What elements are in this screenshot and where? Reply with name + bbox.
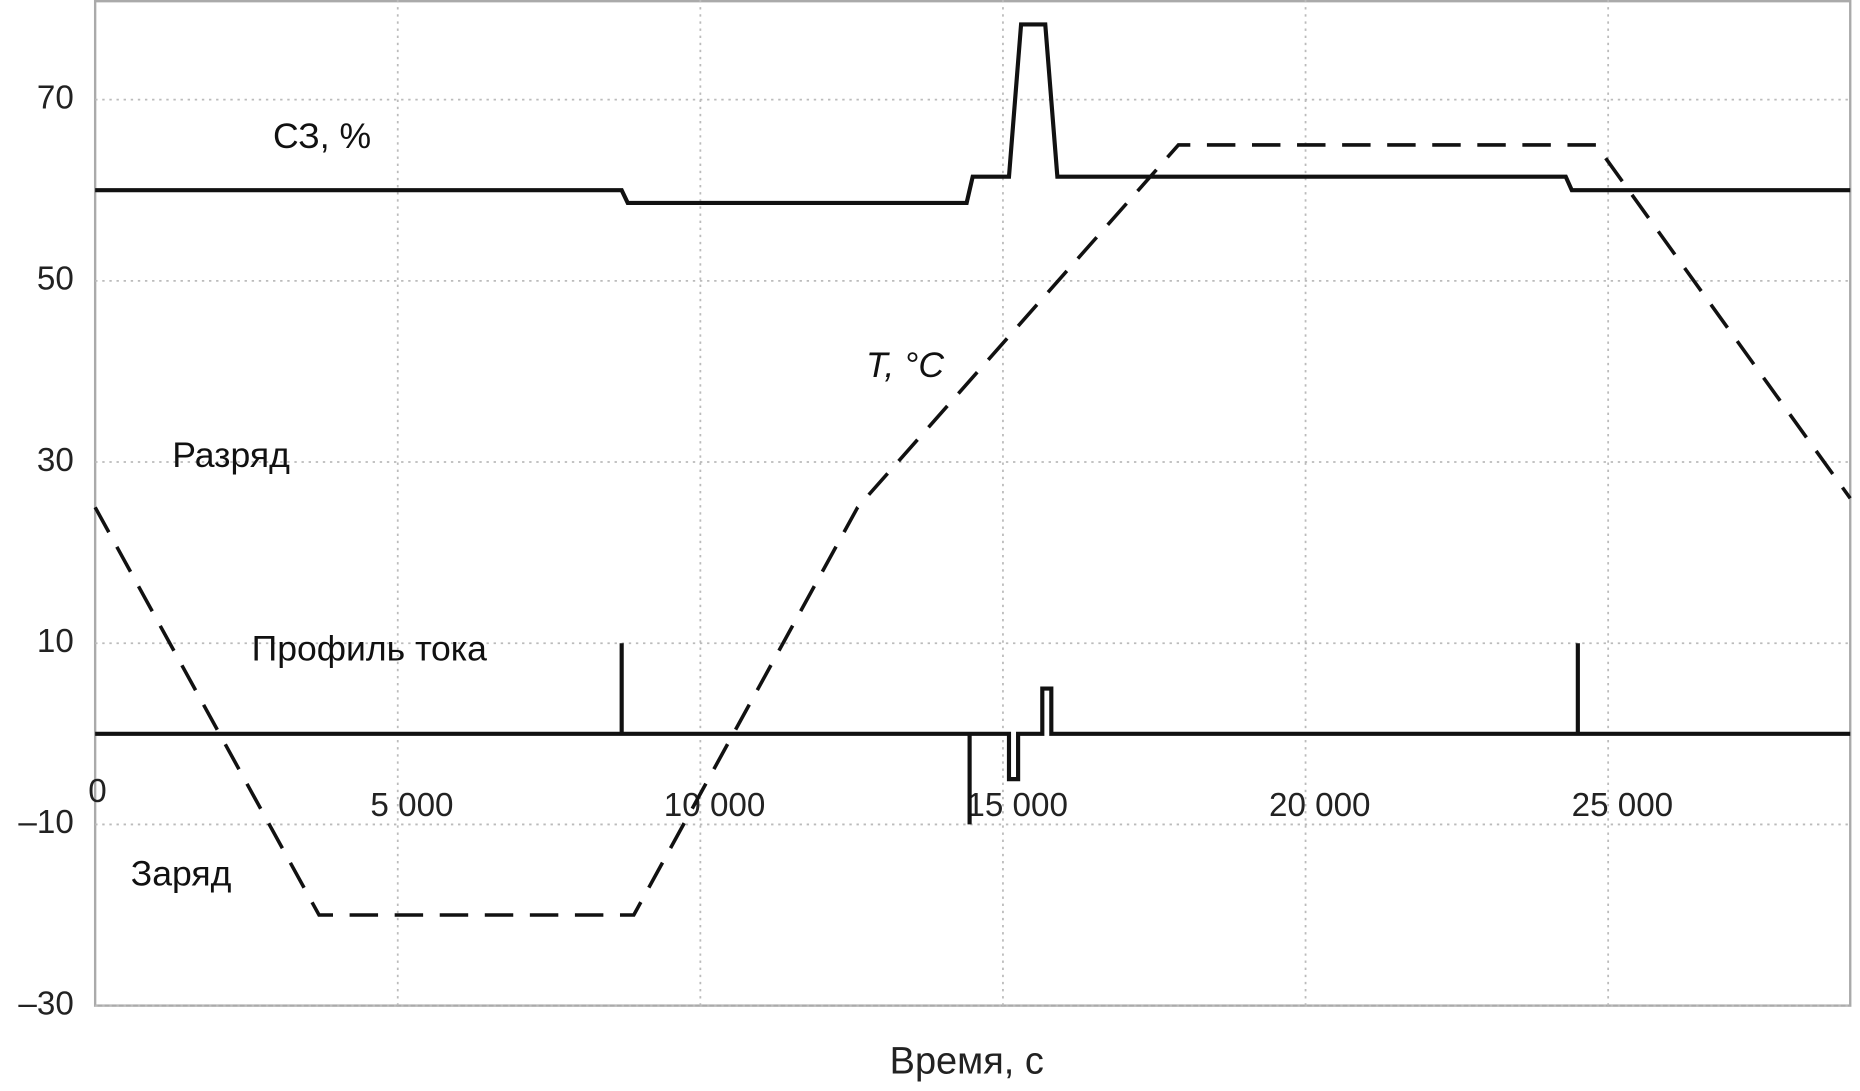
x-tick-label: 5 000 xyxy=(370,787,453,824)
annotation: Профиль тока xyxy=(252,628,487,668)
x-axis-label: Время, с xyxy=(890,1041,1044,1083)
y-tick-label: 30 xyxy=(37,442,74,479)
annotation: СЗ, % xyxy=(273,116,371,156)
annotation: Разряд xyxy=(172,435,290,475)
y-tick-label: –10 xyxy=(18,804,73,841)
x-tick-label: 25 000 xyxy=(1572,787,1674,824)
annotation: Заряд xyxy=(131,854,232,894)
line xyxy=(95,22,1851,205)
y-tick-label: 10 xyxy=(37,623,74,660)
x-tick-label: 15 000 xyxy=(966,787,1068,824)
y-tick-label: 50 xyxy=(37,261,74,298)
x-tick-label: 20 000 xyxy=(1269,787,1371,824)
x-tick-label: 0 xyxy=(88,773,106,810)
x-tick-label: 10 000 xyxy=(664,787,766,824)
line xyxy=(95,643,1851,825)
y-tick-label: –30 xyxy=(18,985,73,1022)
dashed-line xyxy=(93,143,1852,917)
annotation: T, °C xyxy=(866,345,944,385)
y-tick-label: 70 xyxy=(37,79,74,116)
